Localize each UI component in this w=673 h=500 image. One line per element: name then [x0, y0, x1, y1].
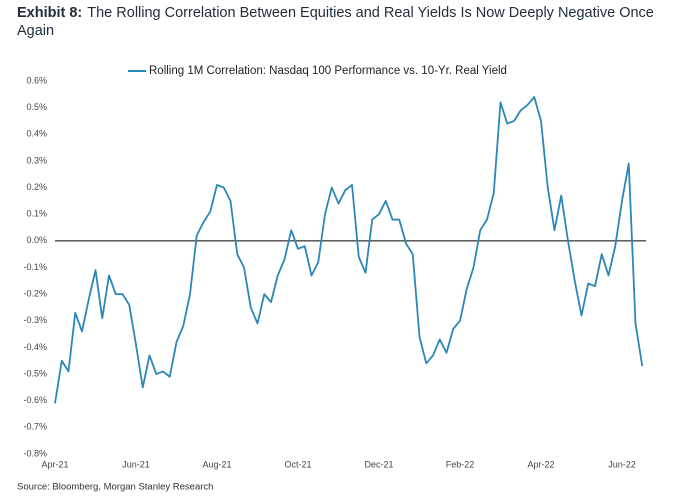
y-tick-label: 0.3%	[26, 155, 47, 165]
x-tick-label: Apr-22	[527, 459, 554, 469]
y-tick-label: 0.1%	[26, 209, 47, 219]
x-tick-label: Jun-22	[608, 459, 636, 469]
y-tick-label: -0.8%	[23, 448, 47, 458]
x-tick-label: Jun-21	[122, 459, 150, 469]
y-tick-label: 0.6%	[26, 75, 47, 85]
data-line	[54, 96, 644, 404]
legend-label: Rolling 1M Correlation: Nasdaq 100 Perfo…	[149, 65, 507, 77]
x-tick-label: Aug-21	[202, 459, 231, 469]
x-tick-label: Apr-21	[41, 459, 68, 469]
x-tick-label: Oct-21	[284, 459, 311, 469]
y-tick-label: -0.7%	[23, 422, 47, 432]
y-tick-label: 0.2%	[26, 182, 47, 192]
y-tick-label: -0.2%	[23, 289, 47, 299]
y-tick-label: -0.4%	[23, 342, 47, 352]
title-block: Exhibit 8: The Rolling Correlation Betwee…	[17, 4, 667, 40]
x-tick-label: Feb-22	[446, 459, 475, 469]
y-tick-label: -0.5%	[23, 368, 47, 378]
y-tick-label: -0.1%	[23, 262, 47, 272]
exhibit-label: Exhibit 8:	[17, 5, 83, 21]
source: Source: Bloomberg, Morgan Stanley Resear…	[17, 482, 213, 493]
y-tick-label: 0.0%	[26, 235, 47, 245]
x-tick-label: Dec-21	[364, 459, 393, 469]
y-tick-label: 0.4%	[26, 129, 47, 139]
chart-title: The Rolling Correlation Between Equities…	[17, 5, 654, 39]
y-tick-label: 0.5%	[26, 102, 47, 112]
y-tick-label: -0.3%	[23, 315, 47, 325]
y-tick-label: -0.6%	[23, 395, 47, 405]
